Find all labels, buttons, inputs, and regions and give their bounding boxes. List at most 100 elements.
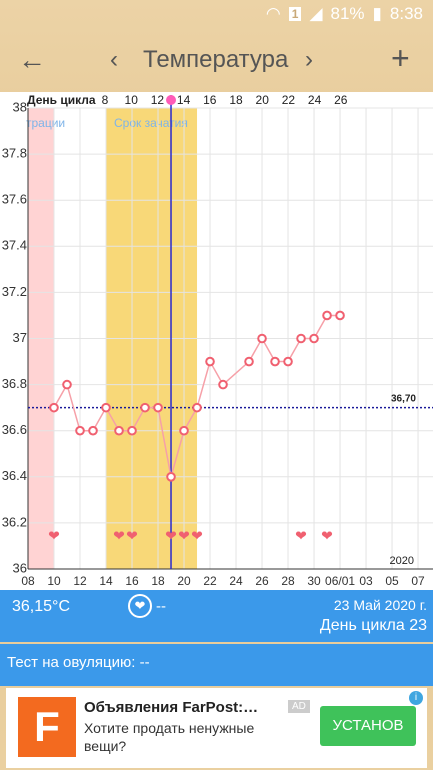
temperature-point bbox=[127, 425, 137, 436]
cycle-day-label: 16 bbox=[203, 93, 217, 107]
clock: 8:38 bbox=[389, 4, 423, 23]
cycle-day-label: 12 bbox=[151, 93, 165, 107]
cycle-day-label: 8 bbox=[102, 93, 109, 107]
temperature-point bbox=[153, 402, 163, 413]
ad-info-icon[interactable]: i bbox=[409, 691, 423, 705]
y-tick-label: 36.6 bbox=[2, 422, 27, 437]
y-tick-label: 36 bbox=[13, 560, 27, 575]
y-tick-label: 37.4 bbox=[2, 238, 27, 253]
ovulation-test-bar[interactable]: Тест на овуляцию: -- bbox=[0, 644, 433, 686]
cycle-day-label: 26 bbox=[334, 93, 348, 107]
x-tick-label: 20 bbox=[177, 574, 191, 588]
battery-level: 81% bbox=[330, 4, 365, 23]
ad-banner[interactable]: F Объявления FarPost:… AD Хотите продать… bbox=[6, 688, 427, 768]
x-tick-label: 28 bbox=[281, 574, 295, 588]
x-tick-label: 30 bbox=[307, 574, 321, 588]
cycle-day-label: 18 bbox=[229, 93, 243, 107]
temperature-line bbox=[53, 314, 341, 478]
x-tick-label: 12 bbox=[73, 574, 87, 588]
y-tick-label: 38 bbox=[13, 99, 27, 114]
screen-title: Температура bbox=[143, 46, 289, 73]
ad-logo: F bbox=[18, 697, 76, 757]
temperature-point bbox=[283, 356, 293, 367]
y-tick-label: 37 bbox=[13, 330, 27, 345]
back-button[interactable]: ← bbox=[18, 44, 46, 75]
ad-text: Хотите продать ненужные вещи? bbox=[84, 720, 255, 754]
temperature-point bbox=[166, 472, 176, 482]
heart: ❤ bbox=[295, 528, 307, 544]
y-tick-label: 36.2 bbox=[2, 514, 27, 529]
temperature-point bbox=[75, 425, 85, 436]
cover-line-label: 36,70 bbox=[391, 393, 416, 404]
cycle-day-label: 20 bbox=[256, 93, 270, 107]
temperature-point bbox=[62, 379, 72, 390]
next-button[interactable]: › bbox=[305, 46, 313, 73]
ovulation-test: Тест на овуляцию: -- bbox=[7, 654, 150, 671]
year-label: 2020 bbox=[390, 555, 414, 567]
heart-count: -- bbox=[156, 598, 166, 615]
temperature-point bbox=[140, 402, 150, 413]
temperature: 36,15°C bbox=[12, 598, 70, 615]
y-tick-label: 37.8 bbox=[2, 146, 27, 161]
temperature-point bbox=[270, 356, 280, 367]
x-tick-label: 05 bbox=[385, 574, 399, 588]
cycle-day-label: 24 bbox=[308, 93, 322, 107]
sim-indicator: 1 bbox=[288, 7, 302, 21]
heart: ❤ bbox=[321, 528, 333, 544]
wifi-icon: ◠ bbox=[265, 4, 281, 23]
cycle-day-header: День цикла bbox=[27, 93, 96, 107]
x-tick-label: 16 bbox=[125, 574, 139, 588]
ovulation-marker bbox=[166, 95, 177, 105]
temperature-point bbox=[101, 402, 111, 413]
temperature-point bbox=[114, 425, 124, 436]
y-tick-label: 36.8 bbox=[2, 376, 27, 391]
date: 23 Май 2020 г. bbox=[333, 597, 427, 613]
band-label: Срок зачатия bbox=[114, 116, 188, 130]
status-bar: ◠ 1 ◢ 81% ▮ 8:38 bbox=[266, 4, 423, 24]
x-tick-label: 24 bbox=[229, 574, 243, 588]
temperature-point bbox=[218, 379, 228, 390]
temperature-point bbox=[335, 310, 345, 321]
temperature-point bbox=[192, 402, 202, 413]
ad-button[interactable]: УСТАНОВ bbox=[320, 706, 416, 746]
signal-icon: ◢ bbox=[309, 4, 323, 23]
x-tick-label: 26 bbox=[255, 574, 269, 588]
add-button[interactable]: + bbox=[391, 40, 410, 76]
temperature-point bbox=[296, 333, 306, 344]
band-label: трации bbox=[26, 116, 65, 130]
cycle-day-label: 10 bbox=[125, 93, 139, 107]
temperature-point bbox=[179, 425, 189, 436]
temperature-point bbox=[205, 356, 215, 367]
heart: ❤ bbox=[165, 528, 177, 544]
temperature-point bbox=[49, 402, 59, 413]
temperature-point bbox=[88, 425, 98, 436]
x-tick-label: 06/01 bbox=[325, 574, 355, 588]
prev-button[interactable]: ‹ bbox=[110, 46, 118, 73]
battery-icon: ▮ bbox=[372, 4, 382, 23]
x-tick-label: 07 bbox=[411, 574, 425, 588]
x-tick-label: 18 bbox=[151, 574, 165, 588]
temperature-point bbox=[257, 333, 267, 344]
x-tick-label: 22 bbox=[203, 574, 217, 588]
heart: ❤ bbox=[178, 528, 190, 544]
temperature-point bbox=[322, 310, 332, 321]
chart: трации Срок зачатия 36 36.2 36.4 36.6 36.8 37 37… bbox=[0, 92, 433, 590]
x-tick-label: 03 bbox=[359, 574, 373, 588]
heart: ❤ bbox=[48, 528, 60, 544]
x-tick-label: 10 bbox=[47, 574, 61, 588]
heart-icon[interactable]: ❤ bbox=[128, 594, 152, 618]
ad-title: Объявления FarPost:… bbox=[84, 699, 259, 716]
y-tick-label: 36.4 bbox=[2, 468, 27, 483]
ad-badge: AD bbox=[288, 700, 310, 713]
info-bar: 36,15°C ❤ -- 23 Май 2020 г. День цикла 2… bbox=[0, 590, 433, 642]
temperature-point bbox=[244, 356, 254, 367]
heart: ❤ bbox=[191, 528, 203, 544]
heart: ❤ bbox=[126, 528, 138, 544]
heart: ❤ bbox=[113, 528, 125, 544]
y-tick-label: 37.2 bbox=[2, 284, 27, 299]
y-tick-label: 37.6 bbox=[2, 192, 27, 207]
chart-background bbox=[0, 92, 433, 590]
temperature-point bbox=[309, 333, 319, 344]
